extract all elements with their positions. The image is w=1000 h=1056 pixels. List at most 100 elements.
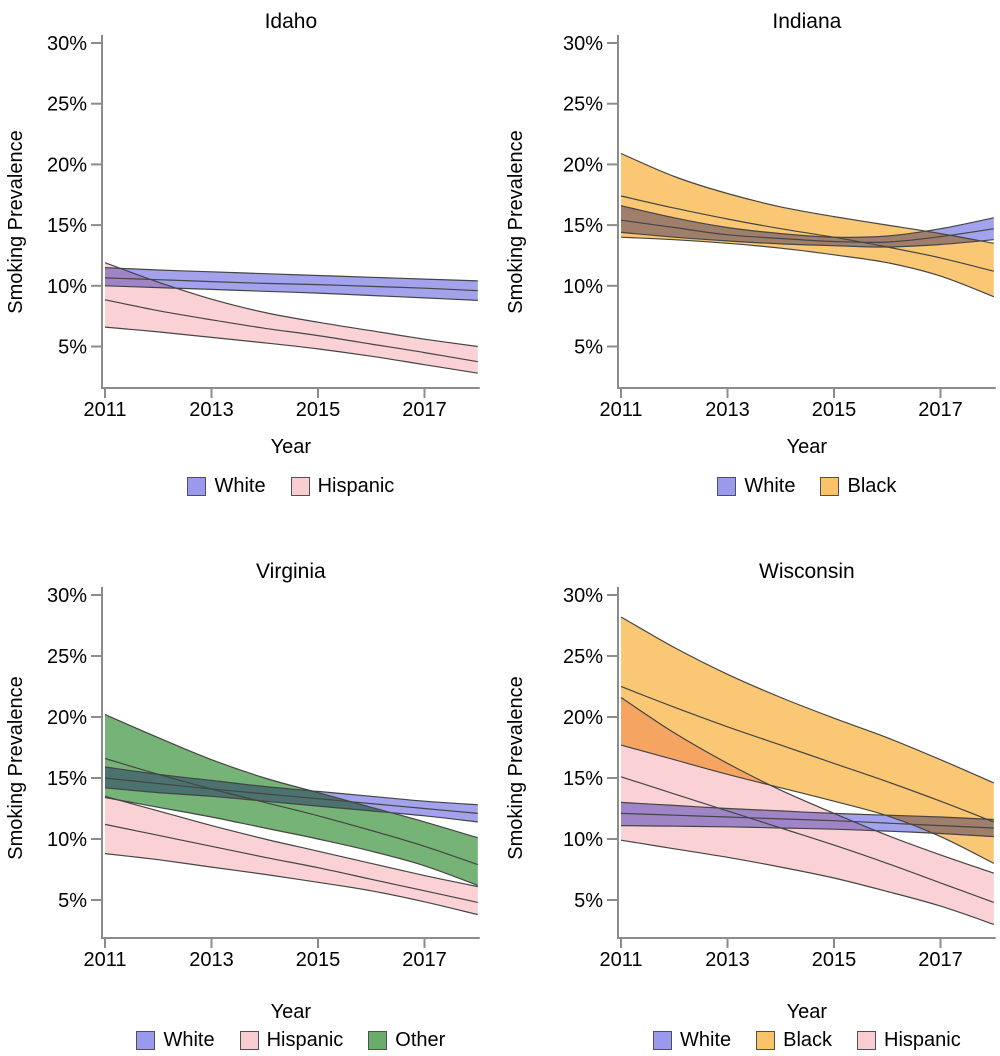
legend-label: Hispanic bbox=[884, 1029, 961, 1051]
upper-bound-white bbox=[620, 801, 994, 821]
y-tick-label: 5% bbox=[574, 337, 603, 359]
legend-item-white: White bbox=[653, 1030, 731, 1051]
y-tick-label: 15% bbox=[563, 215, 603, 237]
chart-title: Wisconsin bbox=[759, 560, 855, 583]
y-tick-label: 25% bbox=[563, 94, 603, 116]
y-tick-label: 30% bbox=[47, 585, 87, 607]
y-tick-label: 25% bbox=[47, 646, 87, 668]
y-tick-label: 25% bbox=[563, 646, 603, 668]
legend-swatch-other-icon bbox=[368, 1031, 388, 1050]
lower-bound-black bbox=[620, 744, 995, 864]
y-tick-label: 10% bbox=[563, 829, 603, 851]
x-axis-title: Year bbox=[787, 436, 828, 458]
trend-line-hispanic bbox=[620, 776, 995, 903]
y-tick-label: 30% bbox=[563, 33, 603, 55]
y-tick-label: 5% bbox=[574, 890, 603, 912]
lower-bound-black bbox=[620, 236, 995, 298]
legend-item-hispanic: Hispanic bbox=[239, 1029, 344, 1051]
legend-label: White bbox=[744, 475, 796, 497]
legend-label: White bbox=[680, 1029, 732, 1051]
band-edges bbox=[104, 714, 479, 916]
band-black bbox=[621, 617, 994, 864]
legend-label: Hispanic bbox=[266, 1029, 344, 1051]
y-tick-label: 20% bbox=[47, 707, 87, 729]
trend-line-white bbox=[620, 812, 994, 829]
legend-indiana: White Black bbox=[632, 476, 982, 497]
upper-bound-white bbox=[104, 766, 478, 806]
chart-indiana: Indiana 30% 25% 20% 15% 10% 5% 2011 2013 2015 2017… bbox=[505, 10, 996, 458]
legend-idaho: White Hispanic bbox=[116, 476, 466, 497]
legend-item-other: Other bbox=[368, 1030, 445, 1051]
y-tick-label: 10% bbox=[47, 276, 87, 298]
x-tick-label: 2013 bbox=[705, 949, 750, 971]
legend-item-hispanic: Hispanic bbox=[290, 476, 394, 497]
legend-item-white: White bbox=[136, 1030, 215, 1051]
axes bbox=[607, 35, 996, 398]
y-tick-label: 5% bbox=[58, 337, 87, 359]
trend-line-white bbox=[104, 277, 478, 292]
band-edges bbox=[620, 152, 995, 298]
axes bbox=[91, 587, 480, 948]
chart-virginia: Virginia 30% 25% 20% 15% 10% 5% 2011 2013 2015 201… bbox=[5, 560, 480, 1023]
y-axis-title: Smoking Prevalence bbox=[5, 130, 27, 313]
band-other bbox=[105, 714, 478, 886]
chart-title: Indiana bbox=[772, 10, 841, 33]
x-tick-label: 2015 bbox=[812, 949, 857, 971]
legend-item-black: Black bbox=[756, 1030, 832, 1051]
legend-label: Black bbox=[847, 475, 897, 497]
legend-swatch-black-icon bbox=[820, 477, 840, 496]
x-tick-label: 2011 bbox=[599, 949, 642, 971]
upper-bound-white bbox=[104, 267, 478, 282]
band-black bbox=[621, 153, 994, 297]
y-tick-label: 20% bbox=[563, 154, 603, 176]
legend-swatch-hispanic-icon bbox=[290, 477, 310, 496]
band-edges bbox=[620, 616, 995, 925]
upper-bound-black bbox=[620, 616, 995, 784]
y-tick-label: 10% bbox=[47, 829, 87, 851]
x-tick-label: 2017 bbox=[402, 399, 447, 421]
y-tick-label: 10% bbox=[563, 276, 603, 298]
x-tick-label: 2015 bbox=[812, 399, 857, 421]
y-tick-label: 20% bbox=[47, 154, 87, 176]
legend-label: Other bbox=[395, 1029, 446, 1051]
y-tick-label: 15% bbox=[47, 215, 87, 237]
legend-label: Black bbox=[783, 1029, 833, 1051]
y-tick-label: 25% bbox=[47, 94, 87, 116]
y-tick-label: 5% bbox=[58, 890, 87, 912]
x-tick-label: 2017 bbox=[918, 399, 963, 421]
lower-bound-hispanic bbox=[104, 326, 478, 374]
legend-swatch-white-icon bbox=[717, 477, 737, 496]
x-tick-label: 2017 bbox=[402, 949, 447, 971]
band-fills bbox=[621, 153, 994, 297]
upper-bound-hispanic bbox=[104, 795, 478, 888]
trend-line-black bbox=[620, 195, 994, 272]
lower-bound-hispanic bbox=[620, 839, 994, 925]
axes bbox=[607, 587, 996, 948]
chart-wisconsin: Wisconsin 30% 25% 20% 15% 10% 5% 2011 2013 2015 20… bbox=[505, 560, 996, 1023]
lower-bound-white bbox=[620, 825, 994, 838]
band-fills bbox=[105, 714, 478, 915]
x-tick-label: 2011 bbox=[599, 399, 642, 421]
x-tick-label: 2011 bbox=[83, 399, 126, 421]
y-axis-title: Smoking Prevalence bbox=[505, 130, 527, 313]
y-tick-label: 20% bbox=[563, 707, 603, 729]
trend-line-hispanic bbox=[104, 823, 478, 903]
y-tick-label: 15% bbox=[47, 768, 87, 790]
trend-line-hispanic bbox=[104, 299, 478, 363]
legend-item-white: White bbox=[187, 476, 266, 497]
x-tick-label: 2017 bbox=[918, 949, 963, 971]
band-hispanic bbox=[105, 796, 478, 915]
x-tick-label: 2013 bbox=[189, 949, 234, 971]
trend-line-other bbox=[104, 757, 478, 866]
legend-swatch-white-icon bbox=[653, 1031, 672, 1050]
axes bbox=[91, 35, 480, 398]
legend-swatch-white-icon bbox=[187, 477, 207, 496]
x-tick-label: 2011 bbox=[83, 949, 126, 971]
legend-swatch-white-icon bbox=[136, 1031, 156, 1050]
trend-line-white bbox=[104, 777, 478, 814]
y-axis-title: Smoking Prevalence bbox=[505, 676, 527, 859]
chart-title: Idaho bbox=[265, 10, 318, 33]
x-tick-label: 2013 bbox=[189, 399, 234, 421]
chart-idaho: Idaho 30% 25% 20% 15% 10% 5% 2011 2013 2015 2017 Ye… bbox=[5, 10, 480, 458]
